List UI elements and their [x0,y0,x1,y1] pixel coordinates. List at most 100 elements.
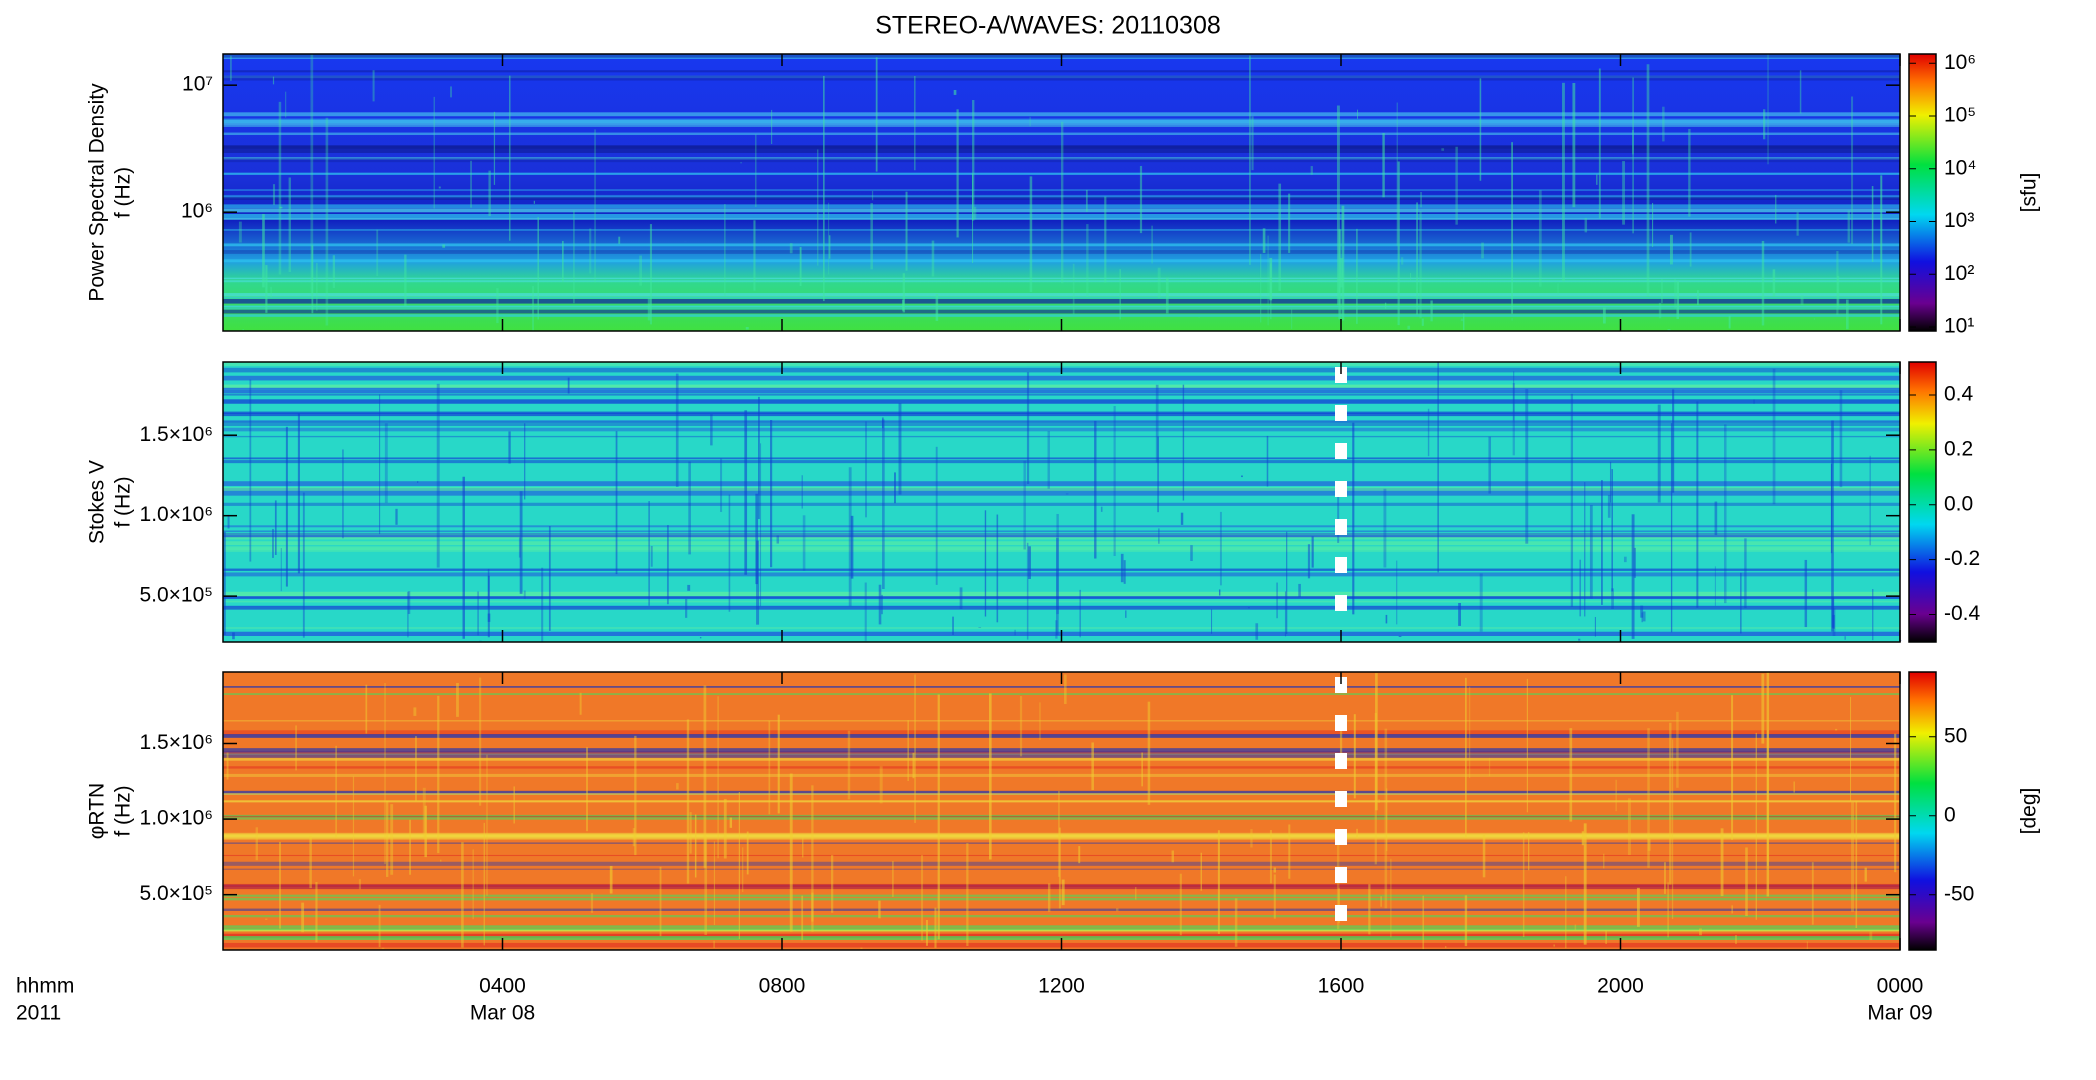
spectrogram-streak [487,575,490,638]
spectrogram-stripe [223,533,1900,538]
spectrogram-streak [1850,696,1852,802]
spectrogram-streak [594,129,596,283]
spectrogram-stripe [223,868,1900,870]
spectrogram-streak [1670,423,1673,633]
spectrogram-stripe [223,720,1900,722]
spectrogram-streak [1104,196,1107,283]
spectrogram-streak [1511,142,1513,314]
colorbar-tick-label: 0.2 [1944,437,1973,460]
spectrogram-stripe [223,933,1900,939]
spectrogram-streak [1458,602,1461,626]
spectrogram-streak [1273,867,1276,873]
colorbar-frame [1908,671,1937,951]
spectrogram-streak [456,682,459,717]
spectrogram-streak [1763,109,1766,140]
spectrogram-streak [523,590,526,599]
spectrogram-stripe [223,929,1900,932]
spectrogram-streak [372,70,375,102]
spectrogram-streak [1141,752,1143,787]
spectrogram-streak [1528,832,1530,871]
spectrogram-stripe [223,218,1900,220]
spectrogram-streak [1720,828,1724,897]
spectrogram-stripe [223,605,1900,610]
spectrogram-stripe [223,314,1900,317]
spectrogram-streak [1652,202,1654,247]
spectrogram-streak [1598,68,1601,219]
spectrogram-streak [1219,511,1222,586]
spectrogram-streak [1462,313,1465,331]
spectrogram-stripe [223,490,1900,496]
spectrogram-streak [1357,109,1359,119]
spectrogram-streak [297,413,300,574]
spectrogram-stripe [223,693,1900,695]
spectrogram-streak [758,396,760,520]
spectrogram-streak [1094,420,1097,559]
spectrogram-streak [847,730,851,800]
spectrogram-streak [676,783,679,790]
spectrogram-stripe [223,194,1900,198]
spectrogram-streak [1147,701,1151,805]
spectrogram-streak [325,117,329,326]
spectrogram-streak [352,776,355,877]
spectrogram-streak [1139,165,1143,234]
spectrogram-stripe [223,546,1900,551]
spectrogram-stripe [223,536,1900,539]
spectrogram-stripe [223,861,1900,866]
spectrogram-streak [1633,547,1636,578]
spectrogram-streak [508,75,511,241]
spectrogram-streak [687,584,691,591]
spectrogram-streak [1581,831,1584,846]
colorbar-tick-label: -0.4 [1944,602,1981,625]
spectrogram-streak [437,695,440,854]
spectrogram-streak [1740,572,1742,634]
colorbar-tick-label: 10⁶ [1944,51,1976,74]
spectrogram-streak [508,431,511,464]
spectrogram-streak [1401,257,1404,265]
spectrogram-streak [1553,944,1555,947]
spectrogram-streak [1356,228,1358,324]
spectrogram-streak [978,627,982,628]
spectrogram-streak [892,861,894,897]
spectrogram-streak [1724,424,1727,604]
spectrogram-stripe [223,112,1900,117]
spectrogram-streak [335,745,338,839]
spectrogram-streak [1171,850,1175,863]
spectrogram-streak [1155,384,1159,463]
spectrogram-streak [295,725,297,771]
spectrogram-streak [1632,129,1634,155]
spectrogram-stripe [223,547,1900,553]
colorbar [1909,54,1936,331]
spectrogram-streak [1836,251,1839,316]
spectrogram-stripe [223,766,1900,769]
spectrogram-streak [1270,263,1272,320]
spectrogram-streak [1311,536,1314,568]
spectrogram-stripe [223,305,1900,310]
spectrogram-stripe [223,525,1900,528]
spectrogram-streak [801,895,804,941]
spectrogram-stripe [223,753,1900,758]
spectrogram-streak [1079,589,1081,638]
spectrogram-streak [1806,941,1808,950]
spectrogram-stripe [223,600,1900,603]
spectrogram-streak [548,526,551,631]
spectrogram-streak [1830,463,1833,554]
spectrogram-streak [1396,560,1398,625]
spectrogram-streak [278,101,282,275]
spectrogram-streak [1368,884,1371,935]
spectrogram-stripe [223,734,1900,738]
spectrogram-streak [1397,161,1400,326]
spectrogram-stripe [223,854,1900,857]
spectrogram-streak [1182,384,1185,501]
spectrogram-streak [746,831,749,875]
spectrogram-streak [755,134,757,207]
spectrogram-stripe [223,277,1900,280]
spectrogram-stripe [223,75,1900,81]
spectrogram-streak [738,792,740,939]
colorbar-tick-label: 0 [1944,803,1956,826]
spectrogram-streak [1056,513,1059,615]
spectrogram-streak [311,245,314,314]
spectrogram-streak [1386,788,1388,852]
spectrogram-streak [828,202,830,275]
spectrogram-streak [1028,546,1031,579]
spectrogram-stripe [223,894,1900,897]
